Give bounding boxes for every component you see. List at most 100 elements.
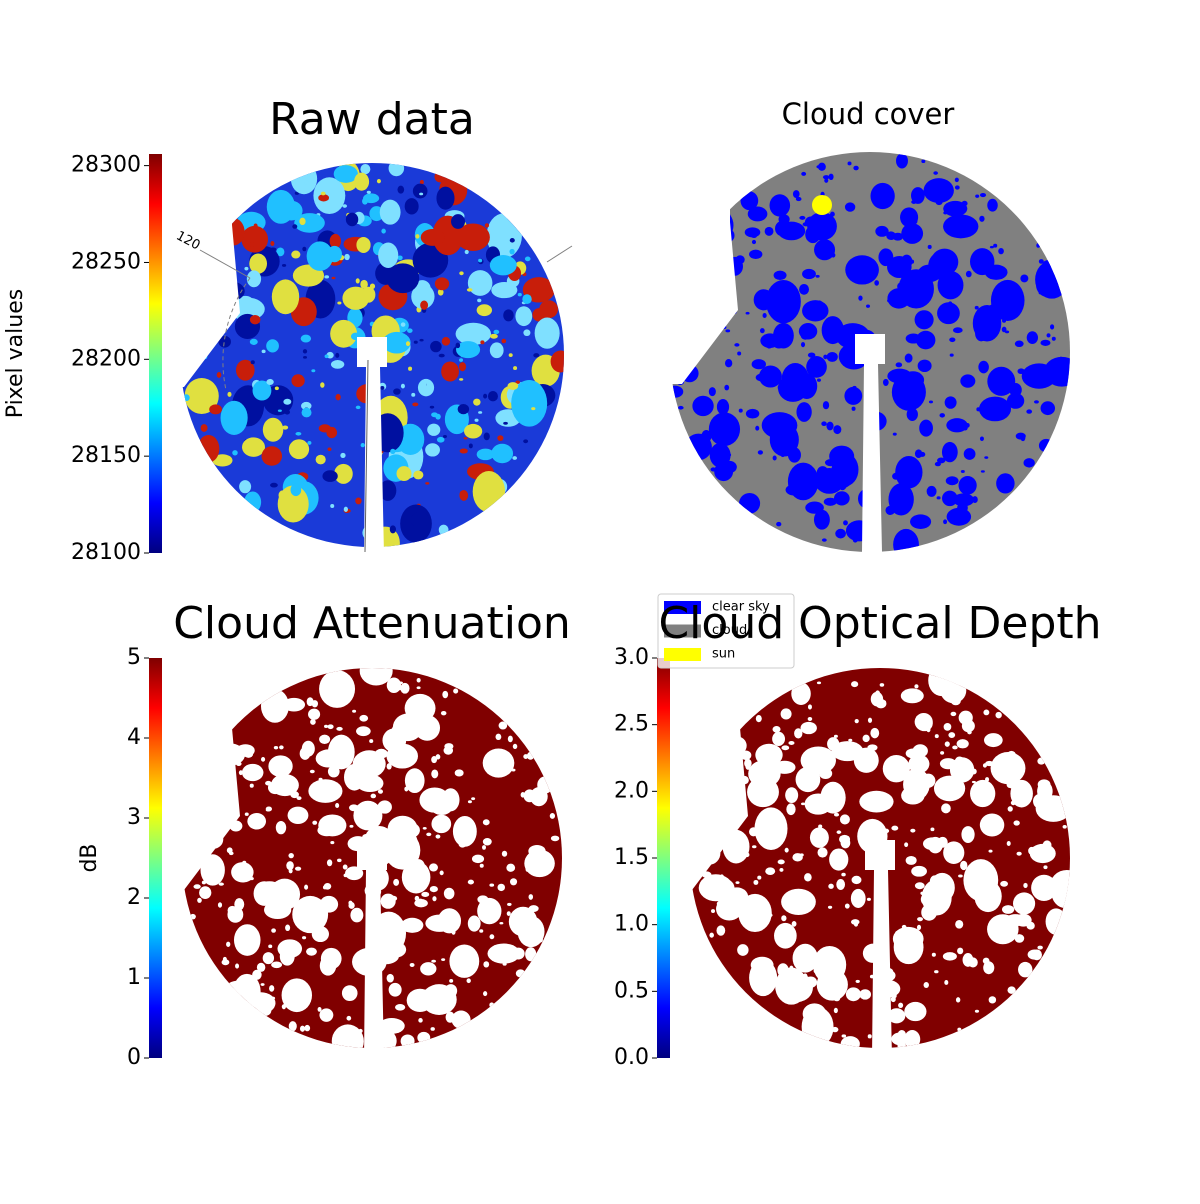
image-blob — [482, 819, 490, 826]
image-blob — [802, 964, 808, 969]
image-blob — [400, 322, 406, 327]
image-blob — [845, 255, 879, 285]
image-blob — [836, 830, 842, 834]
image-blob — [283, 398, 292, 405]
image-blob — [858, 295, 863, 301]
image-blob — [901, 223, 924, 244]
image-blob — [398, 681, 403, 685]
image-blob — [366, 190, 371, 194]
image-blob — [253, 881, 275, 906]
image-blob — [998, 248, 1004, 255]
image-blob — [327, 245, 342, 263]
image-blob — [822, 401, 830, 410]
image-blob — [802, 300, 829, 322]
image-blob — [222, 956, 227, 962]
image-blob — [851, 875, 862, 885]
image-blob — [816, 378, 821, 382]
legend-swatch — [664, 601, 701, 614]
image-blob — [840, 1036, 860, 1048]
image-blob — [988, 849, 993, 853]
image-blob — [420, 962, 437, 976]
image-blob — [772, 726, 781, 733]
image-blob — [987, 198, 998, 212]
image-blob — [382, 331, 411, 354]
image-blob — [1037, 779, 1051, 790]
image-blob — [412, 183, 428, 199]
image-blob — [404, 768, 425, 794]
image-blob — [199, 886, 212, 899]
image-blob — [933, 775, 966, 802]
image-blob — [512, 456, 518, 460]
image-blob — [226, 941, 231, 947]
image-blob — [261, 446, 283, 466]
image-blob — [281, 263, 287, 267]
image-blob — [343, 873, 349, 878]
image-blob — [405, 341, 411, 347]
panel-title: Cloud Optical Depth — [658, 598, 1101, 649]
image-blob — [1033, 400, 1039, 404]
image-blob — [821, 538, 827, 542]
image-blob — [843, 520, 848, 526]
image-blob — [1006, 392, 1025, 409]
image-blob — [397, 255, 403, 261]
image-blob — [299, 217, 306, 226]
image-blob — [807, 716, 813, 721]
image-blob — [755, 425, 760, 431]
image-blob — [952, 745, 958, 750]
image-blob — [919, 451, 926, 457]
image-blob — [711, 909, 716, 913]
image-blob — [378, 242, 399, 269]
colorbar — [149, 154, 162, 553]
image-blob — [828, 173, 834, 181]
image-blob — [993, 243, 998, 248]
image-blob — [410, 511, 429, 528]
image-blob — [355, 278, 360, 284]
image-blob — [983, 709, 990, 716]
image-blob — [944, 396, 957, 409]
image-blob — [785, 787, 799, 804]
image-blob — [489, 934, 495, 940]
panel-title: Cloud cover — [782, 97, 955, 131]
image-blob — [870, 727, 880, 739]
image-blob — [467, 800, 472, 804]
image-blob — [910, 514, 932, 529]
image-blob — [1013, 892, 1036, 915]
image-blob — [291, 250, 301, 259]
image-blob — [503, 421, 508, 425]
image-blob — [442, 435, 447, 439]
image-blob — [482, 845, 487, 850]
image-blob — [738, 893, 772, 933]
image-blob — [287, 806, 309, 825]
image-blob — [400, 1034, 415, 1048]
image-blob — [1037, 945, 1043, 950]
image-blob — [970, 779, 996, 808]
image-blob — [359, 714, 369, 722]
image-blob — [468, 443, 473, 449]
image-blob — [319, 670, 356, 708]
image-blob — [827, 905, 833, 909]
image-blob — [262, 952, 275, 965]
image-blob — [939, 758, 957, 770]
image-blob — [454, 769, 464, 777]
image-blob — [940, 751, 945, 755]
image-blob — [923, 178, 954, 203]
image-blob — [867, 744, 878, 751]
image-blob — [839, 834, 851, 844]
image-blob — [1038, 438, 1054, 453]
image-blob — [353, 800, 383, 831]
image-blob — [319, 895, 339, 913]
image-blob — [472, 471, 506, 513]
image-blob — [813, 509, 830, 530]
image-blob — [236, 937, 241, 944]
image-blob — [978, 895, 998, 909]
image-blob — [401, 917, 424, 933]
image-blob — [249, 877, 254, 881]
image-blob — [302, 349, 308, 354]
image-blob — [757, 875, 762, 880]
image-blob — [841, 872, 846, 877]
image-blob — [1051, 875, 1070, 909]
image-blob — [483, 432, 490, 441]
image-blob — [193, 884, 201, 889]
image-blob — [954, 177, 959, 183]
image-blob — [851, 406, 856, 411]
